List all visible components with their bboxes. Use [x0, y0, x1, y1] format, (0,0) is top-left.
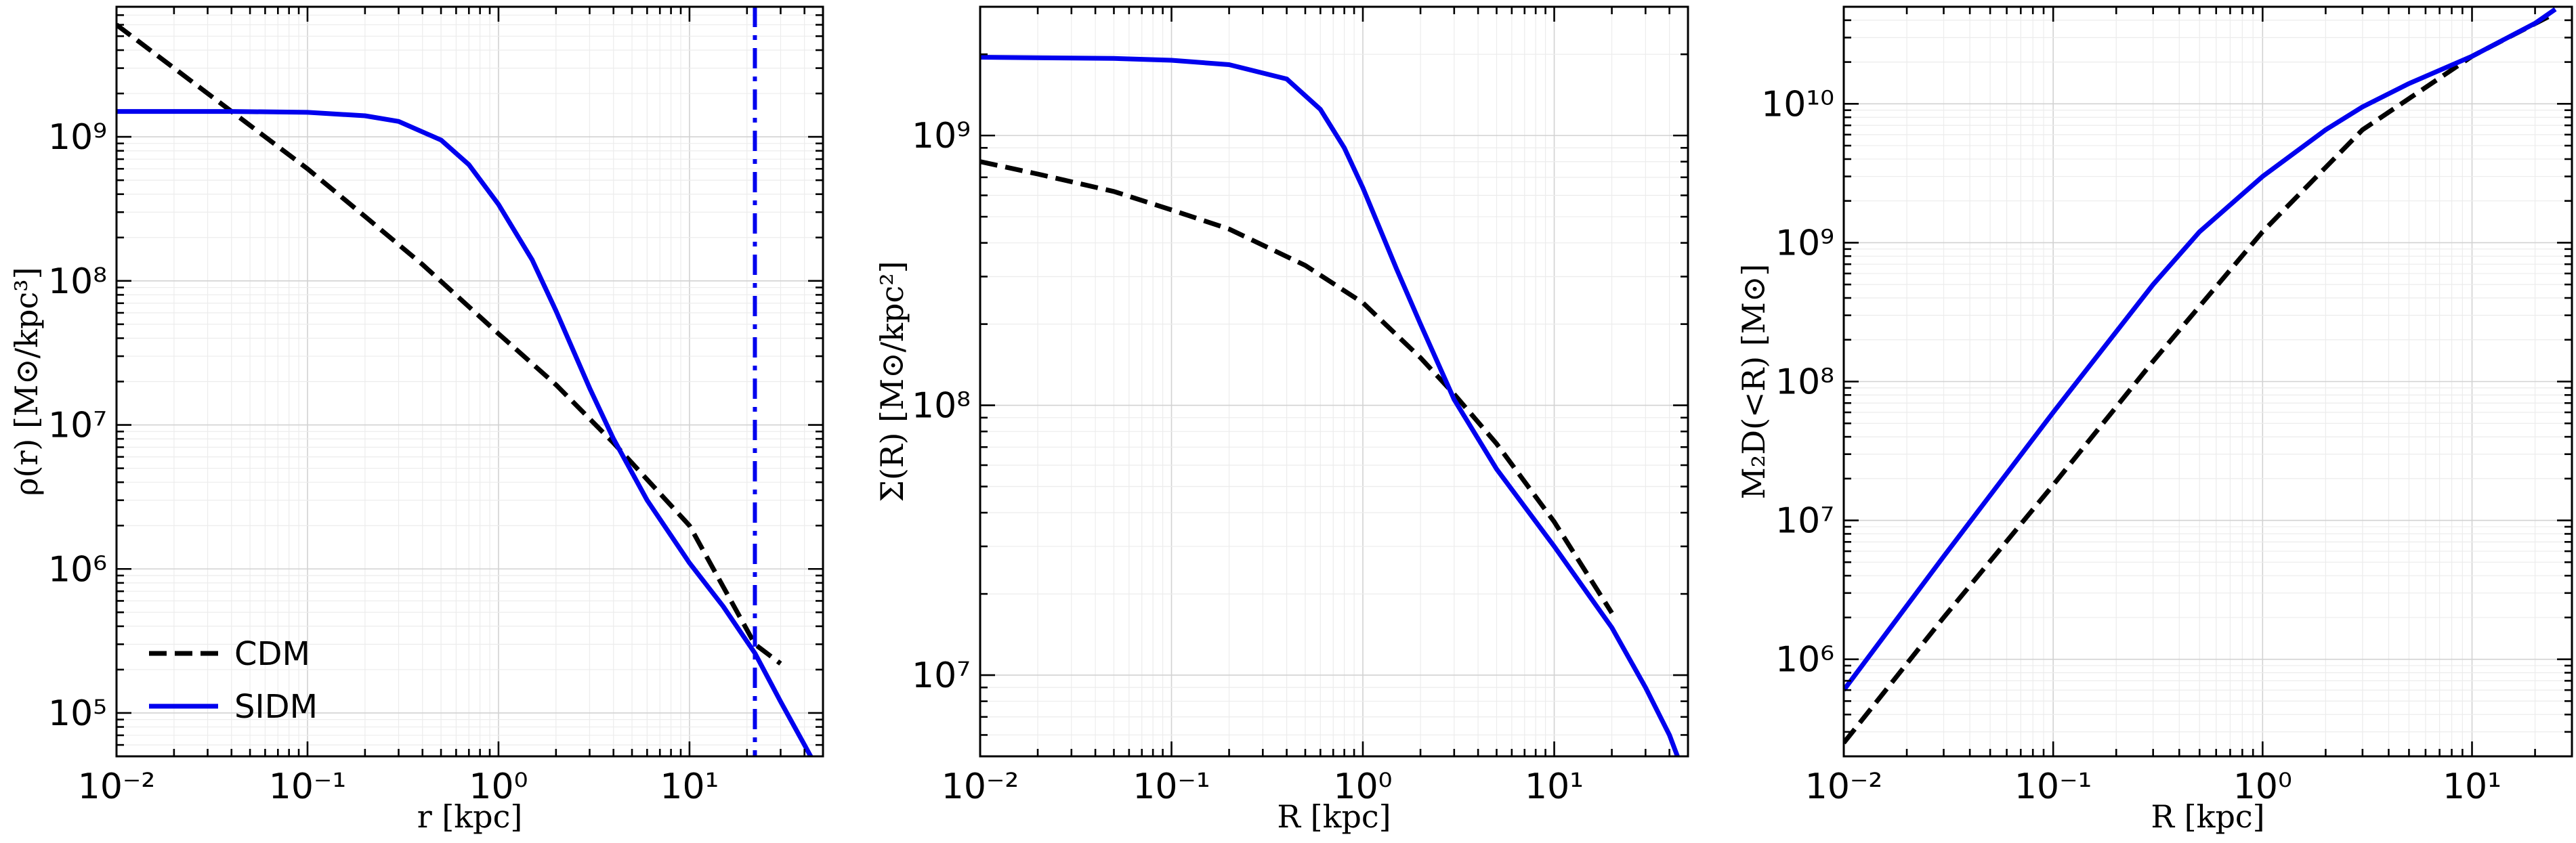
sidm-curve [1844, 7, 2557, 692]
x-axis-label: R [kpc] [2151, 798, 2264, 835]
y-axis-label: Σ(R) [M⊙/kpc²] [874, 261, 910, 502]
plot-frame [979, 5, 1689, 758]
y-axis-label: M₂D(<R) [M⊙] [1735, 264, 1772, 500]
enclosed-mass-panel: 10⁻² 10⁻¹ 10⁰ 10¹ 10⁶ 10⁷ 10⁸ 10⁹ 10¹⁰ R [kpc] M₂D… [1735, 5, 2573, 835]
x-tick-label: 10⁻¹ [269, 766, 346, 807]
x-tick-label: 10⁰ [469, 766, 528, 807]
y-tick-label: 10⁶ [1775, 640, 1834, 680]
x-tick-label: 10⁻² [942, 766, 1019, 807]
series-group [117, 22, 814, 756]
sidm-curve [980, 55, 1681, 756]
y-tick-label: 10⁸ [912, 386, 971, 427]
y-tick-label: 10⁵ [48, 693, 107, 734]
y-tick-label: 10⁷ [912, 655, 971, 696]
y-tick-label: 10⁸ [1775, 362, 1834, 403]
series-group [980, 55, 1681, 756]
grid [980, 7, 1688, 756]
series-group [1844, 7, 2557, 745]
ticks [115, 5, 824, 758]
x-tick-label: 10⁰ [2233, 766, 2292, 807]
y-tick-label: 10⁹ [1775, 223, 1834, 263]
cdm-curve [117, 22, 782, 666]
plot-frame [1842, 5, 2573, 758]
y-tick-label: 10⁹ [912, 116, 971, 156]
y-tick-label: 10⁷ [1775, 501, 1834, 542]
y-axis-label: ρ(r) [M⊙/kpc³] [8, 267, 45, 496]
x-tick-label: 10⁻¹ [2014, 766, 2092, 807]
x-axis-label: r [kpc] [417, 798, 523, 835]
x-tick-label: 10⁻² [1805, 766, 1882, 807]
grid [1844, 7, 2572, 756]
plot-frame [115, 5, 824, 758]
x-tick-label: 10¹ [660, 766, 719, 807]
x-tick-label: 10⁻² [78, 766, 155, 807]
cdm-curve [1844, 11, 2557, 745]
x-tick-label: 10¹ [1525, 766, 1584, 807]
legend: CDM SIDM [149, 635, 318, 726]
x-tick-label: 10¹ [2443, 766, 2501, 807]
x-tick-label: 10⁻¹ [1133, 766, 1210, 807]
surface-density-panel: 10⁻² 10⁻¹ 10⁰ 10¹ 10⁷ 10⁸ 10⁹ R [kpc] Σ(R) [M⊙/k… [874, 5, 1689, 835]
sidm-curve [117, 109, 814, 756]
x-axis-label: R [kpc] [1277, 798, 1391, 835]
grid [117, 7, 823, 756]
x-tick-label: 10⁰ [1334, 766, 1393, 807]
density-profile-panel: 10⁻² 10⁻¹ 10⁰ 10¹ 10⁵ 10⁶ 10⁷ 10⁸ 10⁹ r [kpc] ρ(r)… [8, 5, 824, 835]
legend-label: CDM [234, 635, 310, 673]
cdm-curve [980, 159, 1614, 615]
y-tick-label: 10⁶ [48, 549, 107, 590]
legend-label: SIDM [234, 688, 318, 726]
y-tick-label: 10¹⁰ [1761, 84, 1834, 125]
y-tick-label: 10⁹ [48, 117, 107, 158]
ticks [979, 5, 1689, 758]
y-tick-label: 10⁸ [48, 261, 107, 302]
y-tick-label: 10⁷ [48, 406, 107, 446]
